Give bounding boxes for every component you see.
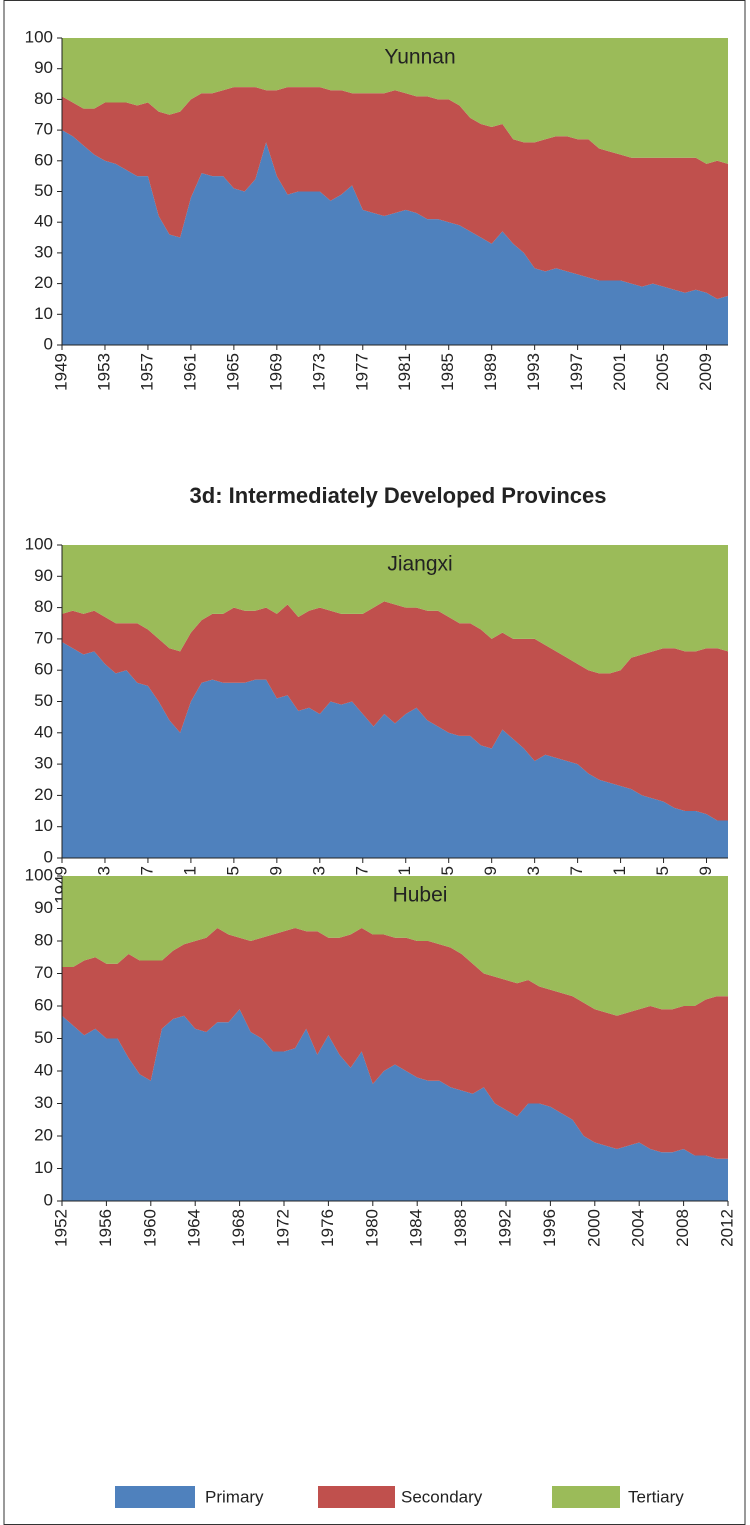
x-tick-label: 2004 [629, 1209, 648, 1247]
y-tick-label: 20 [34, 1125, 53, 1144]
y-tick-label: 30 [34, 754, 53, 773]
y-tick-label: 60 [34, 150, 53, 169]
y-tick-label: 30 [34, 1093, 53, 1112]
y-tick-label: 50 [34, 691, 53, 710]
legend-label: Tertiary [628, 1487, 684, 1506]
y-tick-label: 100 [25, 27, 53, 46]
x-tick-label: 1964 [185, 1209, 204, 1247]
y-tick-label: 10 [34, 304, 53, 323]
y-tick-label: 70 [34, 963, 53, 982]
area [62, 1009, 728, 1201]
area [62, 545, 728, 674]
legend-label: Primary [205, 1487, 264, 1506]
legend-swatch [318, 1486, 395, 1508]
chart-title: Jiangxi [387, 553, 452, 576]
x-tick-label: 1976 [318, 1209, 337, 1247]
y-tick-label: 0 [44, 1190, 53, 1209]
x-tick-label: 2005 [653, 353, 672, 391]
x-tick-label: 1989 [481, 353, 500, 391]
x-tick-label: 1965 [223, 353, 242, 391]
x-tick-label: 1993 [524, 353, 543, 391]
y-tick-label: 50 [34, 1028, 53, 1047]
y-tick-label: 90 [34, 58, 53, 77]
y-tick-label: 40 [34, 212, 53, 231]
x-tick-label: 2001 [610, 353, 629, 391]
x-tick-label: 1953 [94, 353, 113, 391]
y-tick-label: 80 [34, 597, 53, 616]
x-tick-label: 1961 [180, 353, 199, 391]
chart-title: Hubei [393, 884, 448, 907]
y-tick-label: 70 [34, 120, 53, 139]
x-tick-label: 1992 [495, 1209, 514, 1247]
x-tick-label: 1997 [567, 353, 586, 391]
x-tick-label: 1956 [96, 1209, 115, 1247]
x-tick-label: 1980 [362, 1209, 381, 1247]
y-tick-label: 70 [34, 628, 53, 647]
section-heading: 3d: Intermediately Developed Provinces [190, 483, 607, 508]
x-tick-label: 2012 [717, 1209, 736, 1247]
x-tick-label: 1984 [407, 1209, 426, 1247]
y-tick-label: 10 [34, 1158, 53, 1177]
y-tick-label: 10 [34, 816, 53, 835]
x-tick-label: 1952 [51, 1209, 70, 1247]
x-tick-label: 2008 [673, 1209, 692, 1247]
legend-swatch [552, 1486, 620, 1508]
x-tick-label: 1981 [395, 353, 414, 391]
area [62, 642, 728, 858]
x-tick-label: 1972 [273, 1209, 292, 1247]
x-tick-label: 1996 [540, 1209, 559, 1247]
x-tick-label: 1973 [309, 353, 328, 391]
y-tick-label: 30 [34, 242, 53, 261]
y-tick-label: 40 [34, 1060, 53, 1079]
y-tick-label: 100 [25, 534, 53, 553]
y-tick-label: 60 [34, 660, 53, 679]
legend-label: Secondary [401, 1487, 483, 1506]
y-tick-label: 80 [34, 89, 53, 108]
y-tick-label: 20 [34, 785, 53, 804]
x-tick-label: 2000 [584, 1209, 603, 1247]
y-tick-label: 20 [34, 273, 53, 292]
area [62, 38, 728, 164]
x-tick-label: 1969 [266, 353, 285, 391]
y-tick-label: 0 [44, 334, 53, 353]
y-tick-label: 80 [34, 930, 53, 949]
x-tick-label: 1988 [451, 1209, 470, 1247]
y-tick-label: 90 [34, 898, 53, 917]
y-tick-label: 40 [34, 722, 53, 741]
x-tick-label: 1977 [352, 353, 371, 391]
y-tick-label: 100 [25, 865, 53, 884]
x-tick-label: 2009 [696, 353, 715, 391]
y-tick-label: 60 [34, 995, 53, 1014]
y-tick-label: 0 [44, 847, 53, 866]
area [62, 130, 728, 345]
area [62, 601, 728, 821]
legend-swatch [115, 1486, 195, 1508]
x-tick-label: 1960 [140, 1209, 159, 1247]
x-tick-label: 1968 [229, 1209, 248, 1247]
x-tick-label: 1957 [137, 353, 156, 391]
area [62, 87, 728, 299]
x-tick-label: 1949 [51, 353, 70, 391]
y-tick-label: 90 [34, 566, 53, 585]
area [62, 928, 728, 1159]
y-tick-label: 50 [34, 181, 53, 200]
area [62, 876, 728, 1016]
chart-title: Yunnan [384, 46, 455, 69]
x-tick-label: 1985 [438, 353, 457, 391]
